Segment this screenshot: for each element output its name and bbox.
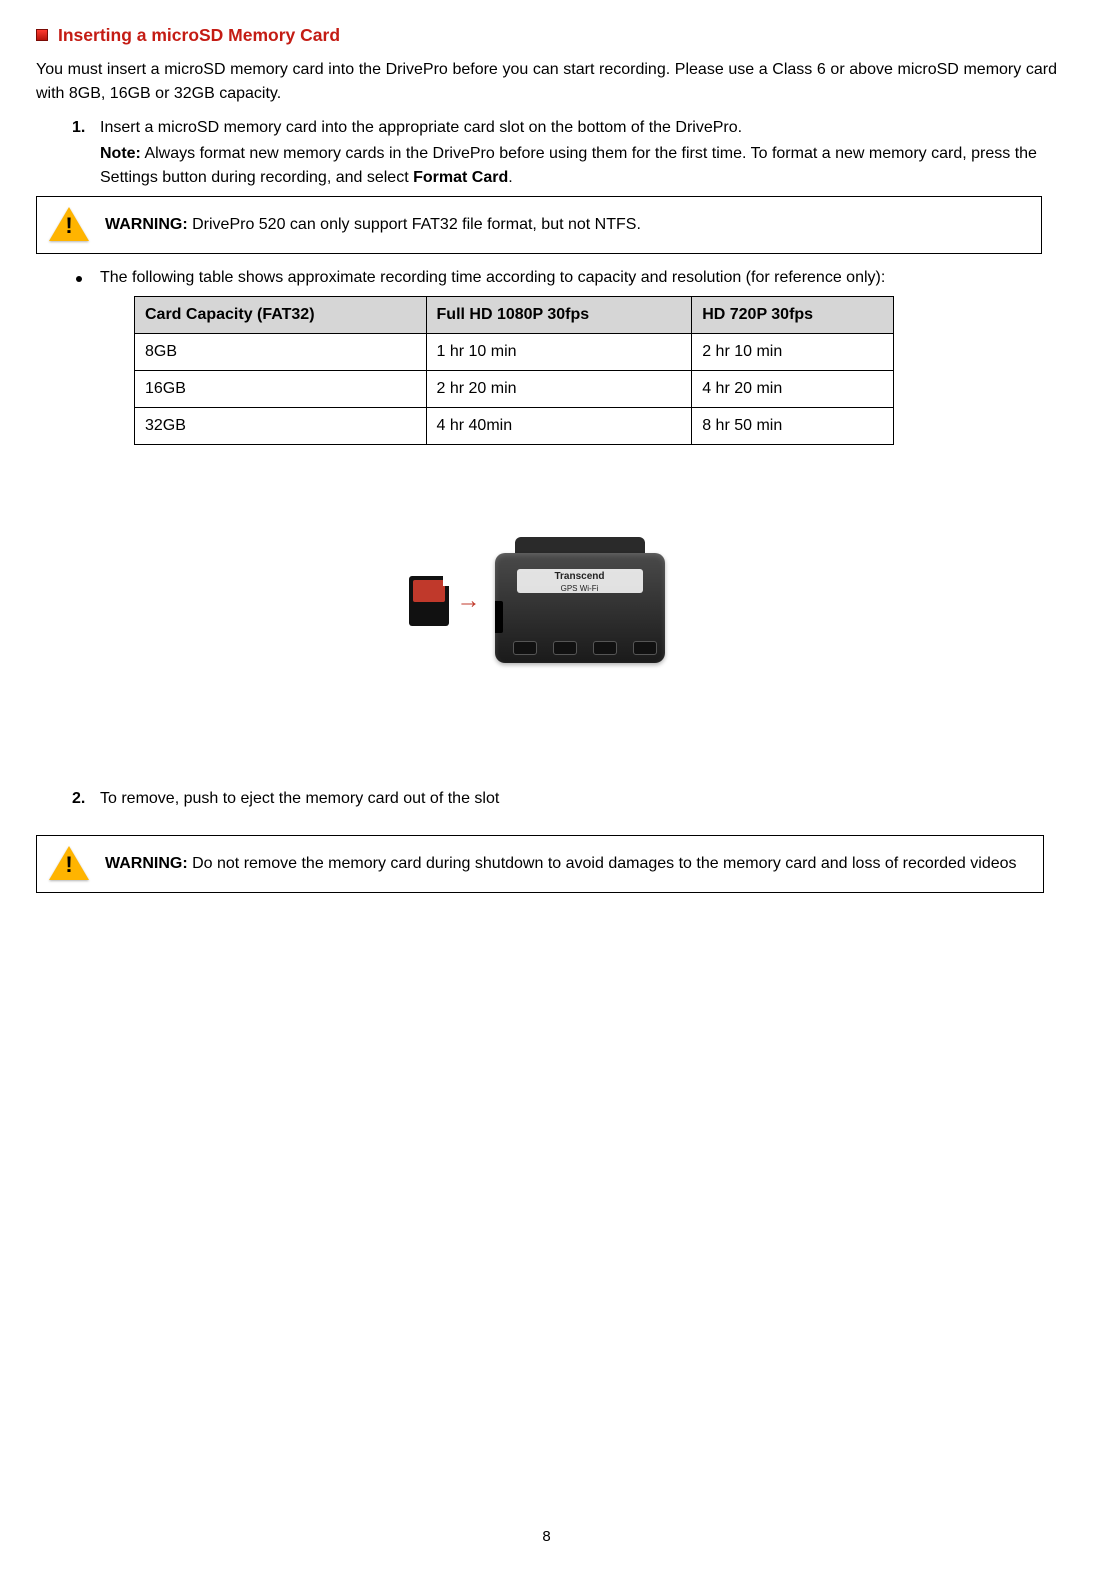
table-cell: 1 hr 10 min [426, 334, 692, 371]
warning-2-body: Do not remove the memory card during shu… [188, 855, 1017, 872]
note-body-b: . [508, 169, 512, 186]
bullet-dot-icon [76, 276, 82, 282]
warning-1-text: WARNING: DrivePro 520 can only support F… [105, 213, 1029, 237]
table-header: Card Capacity (FAT32) [135, 297, 427, 334]
warning-1-label: WARNING: [105, 216, 188, 233]
table-row: 32GB 4 hr 40min 8 hr 50 min [135, 408, 894, 445]
bullet-text: The following table shows approximate re… [100, 266, 1057, 290]
device-figure: → Transcend GPS Wi-Fi [36, 525, 1057, 677]
device-sub: GPS Wi-Fi [561, 584, 599, 593]
table-row: 16GB 2 hr 20 min 4 hr 20 min [135, 371, 894, 408]
intro-paragraph: You must insert a microSD memory card in… [36, 58, 1057, 106]
section-header: Inserting a microSD Memory Card [36, 22, 1057, 48]
table-cell: 4 hr 20 min [692, 371, 894, 408]
table-header-row: Card Capacity (FAT32) Full HD 1080P 30fp… [135, 297, 894, 334]
step-1-note: Note: Always format new memory cards in … [100, 142, 1057, 190]
table-cell: 2 hr 10 min [692, 334, 894, 371]
warning-icon: ! [49, 207, 89, 243]
step-2: 2. To remove, push to eject the memory c… [72, 787, 1057, 811]
microsd-card-icon [409, 576, 449, 626]
warning-icon: ! [49, 846, 89, 882]
step-1-text: Insert a microSD memory card into the ap… [100, 119, 742, 136]
step-2-text: To remove, push to eject the memory card… [100, 790, 499, 807]
page-number: 8 [36, 1526, 1057, 1549]
note-bold: Format Card [413, 169, 508, 186]
table-row: 8GB 1 hr 10 min 2 hr 10 min [135, 334, 894, 371]
warning-2-text: WARNING: Do not remove the memory card d… [105, 852, 1031, 876]
table-cell: 8 hr 50 min [692, 408, 894, 445]
table-cell: 16GB [135, 371, 427, 408]
device-brand-label: Transcend GPS Wi-Fi [517, 569, 643, 593]
table-cell: 8GB [135, 334, 427, 371]
step-2-number: 2. [72, 787, 85, 811]
table-cell: 4 hr 40min [426, 408, 692, 445]
step-1: 1. Insert a microSD memory card into the… [72, 116, 1057, 190]
warning-2-label: WARNING: [105, 855, 188, 872]
note-body-a: Always format new memory cards in the Dr… [100, 145, 1037, 186]
table-header: Full HD 1080P 30fps [426, 297, 692, 334]
drivepro-device-icon: Transcend GPS Wi-Fi [485, 525, 685, 677]
step-1-number: 1. [72, 116, 85, 140]
table-cell: 2 hr 20 min [426, 371, 692, 408]
recording-time-bullet: The following table shows approximate re… [76, 266, 1057, 290]
section-bullet-icon [36, 29, 48, 41]
table-cell: 32GB [135, 408, 427, 445]
insert-arrow-icon: → [457, 583, 481, 619]
warning-1-body: DrivePro 520 can only support FAT32 file… [188, 216, 641, 233]
note-label: Note: [100, 145, 141, 162]
device-brand: Transcend [554, 571, 604, 582]
warning-box-2: ! WARNING: Do not remove the memory card… [36, 835, 1044, 893]
table-header: HD 720P 30fps [692, 297, 894, 334]
warning-box-1: ! WARNING: DrivePro 520 can only support… [36, 196, 1042, 254]
section-title: Inserting a microSD Memory Card [58, 22, 340, 48]
recording-time-table: Card Capacity (FAT32) Full HD 1080P 30fp… [134, 296, 894, 445]
